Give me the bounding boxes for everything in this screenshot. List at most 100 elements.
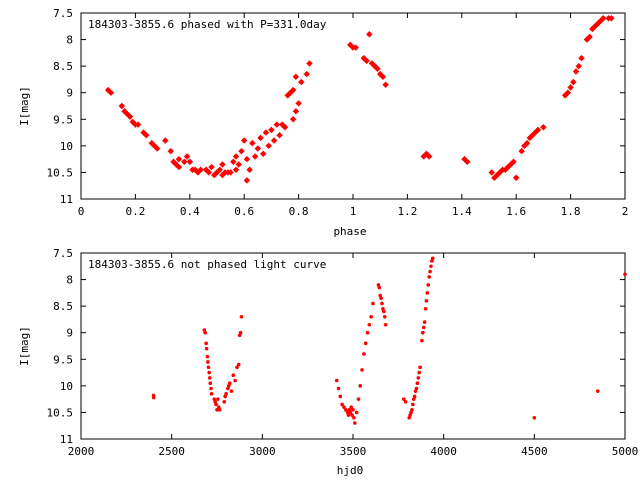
data-point — [298, 79, 305, 86]
data-point — [167, 148, 174, 155]
data-point — [306, 60, 313, 67]
data-point — [430, 256, 435, 261]
unphased-light-curve-panel: 2000 2500 3000 3500 4000 4500 5000 7.5 8 8.5 9 9.5… — [18, 247, 638, 477]
data-point — [367, 322, 372, 327]
data-point — [216, 166, 223, 173]
data-point — [206, 360, 210, 364]
data-point — [260, 150, 267, 157]
data-point — [243, 177, 250, 184]
data-point — [233, 378, 237, 383]
data-point — [351, 407, 355, 412]
data-point — [184, 153, 191, 160]
data-point — [217, 407, 222, 412]
data-point — [257, 134, 264, 141]
x-axis-ticks: 2000 2500 3000 3500 4000 4500 5000 — [68, 253, 638, 458]
data-point — [208, 164, 215, 171]
data-point — [363, 57, 370, 64]
data-point — [207, 370, 212, 375]
data-point — [382, 309, 386, 314]
data-point — [227, 381, 232, 386]
data-point — [366, 31, 373, 38]
data-point — [422, 320, 427, 324]
data-point — [350, 413, 354, 417]
x-tick-label: 1 — [350, 205, 357, 218]
data-point — [262, 129, 269, 136]
x-tick-label: 1.2 — [397, 205, 417, 218]
data-point — [186, 158, 193, 165]
data-point — [205, 169, 212, 176]
x-tick-label: 2000 — [68, 445, 95, 458]
data-point — [292, 73, 299, 80]
x-axis-label: phase — [333, 225, 366, 238]
data-point — [246, 166, 253, 173]
data-point — [346, 413, 351, 417]
data-point — [421, 330, 425, 335]
data-point — [215, 407, 219, 412]
data-point — [623, 272, 627, 277]
y-tick-label: 8 — [66, 34, 73, 47]
data-point — [521, 142, 528, 149]
data-point — [418, 365, 422, 370]
x-tick-label: 1.4 — [452, 205, 472, 218]
data-point — [513, 174, 520, 181]
data-point — [363, 341, 368, 346]
x-axis-label: hjd0 — [337, 464, 364, 477]
data-point — [383, 322, 388, 327]
chart-title: 184303-3855.6 not phased light curve — [88, 258, 326, 271]
data-points — [151, 256, 627, 425]
data-point — [356, 397, 361, 401]
x-tick-label: 3000 — [249, 445, 276, 458]
data-point — [374, 65, 381, 72]
data-point — [227, 169, 234, 176]
data-point — [540, 124, 547, 131]
data-points — [105, 15, 615, 184]
data-point — [365, 330, 370, 335]
data-point — [352, 44, 359, 51]
data-point — [362, 352, 366, 356]
x-axis-ticks: 0 0.2 0.4 0.6 0.8 1 1.2 1.4 1.6 1.8 2 — [78, 13, 628, 218]
data-point — [426, 283, 431, 287]
data-point — [380, 301, 384, 306]
y-tick-label: 7.5 — [53, 7, 73, 20]
data-point — [417, 370, 421, 375]
data-point — [360, 368, 364, 372]
x-tick-label: 0.4 — [180, 205, 200, 218]
chart-title: 184303-3855.6 phased with P=331.0day — [88, 18, 327, 31]
data-point — [181, 158, 188, 165]
data-point — [238, 330, 243, 335]
data-point — [420, 338, 424, 343]
data-point — [219, 172, 226, 179]
data-point — [464, 158, 471, 165]
data-point — [401, 397, 406, 401]
data-point — [107, 89, 114, 96]
data-point — [295, 100, 302, 107]
data-point — [532, 415, 537, 420]
y-tick-label: 8.5 — [53, 60, 73, 73]
data-point — [510, 158, 517, 165]
y-tick-label: 10.5 — [47, 406, 74, 419]
data-point — [209, 386, 213, 391]
data-point — [427, 275, 431, 279]
data-point — [239, 314, 244, 319]
plot-frame — [80, 12, 626, 200]
data-point — [241, 137, 248, 144]
data-point — [377, 285, 382, 290]
data-point — [207, 376, 212, 380]
data-point — [233, 166, 240, 173]
data-point — [290, 116, 297, 123]
phased-light-curve-panel: 0 0.2 0.4 0.6 0.8 1 1.2 1.4 1.6 1.8 2 7.5 8 8.5 9 9.5 1… — [18, 7, 628, 238]
data-point — [343, 407, 348, 412]
data-point — [205, 354, 210, 359]
x-tick-label: 0.2 — [125, 205, 145, 218]
data-point — [416, 376, 421, 380]
data-point — [414, 386, 419, 391]
data-point — [204, 346, 209, 351]
data-point — [488, 169, 495, 176]
data-point — [273, 121, 280, 128]
data-point — [423, 307, 428, 311]
data-point — [586, 33, 593, 40]
data-point — [564, 89, 571, 96]
x-tick-label: 2500 — [158, 445, 185, 458]
data-point — [252, 153, 259, 160]
data-point — [233, 153, 240, 160]
